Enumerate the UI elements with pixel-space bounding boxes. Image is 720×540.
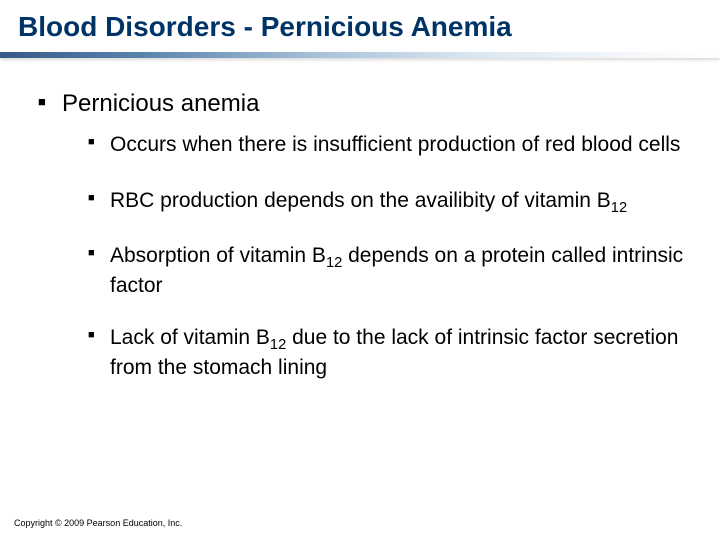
bullet-level2: Occurs when there is insufficient produc…	[88, 132, 692, 162]
content-area: Pernicious anemia Occurs when there is i…	[0, 64, 720, 381]
bullet-text: Lack of vitamin B	[110, 326, 270, 349]
bullet-level2: Absorption of vitamin B12 depends on a p…	[88, 243, 692, 299]
title-bar: Blood Disorders - Pernicious Anemia	[0, 0, 720, 64]
bullet-text: RBC production depends on the availibity…	[110, 189, 611, 212]
bullet-level1: Pernicious anemia	[38, 90, 692, 118]
bullet-text: Absorption of vitamin B	[110, 244, 326, 267]
bullet-text: Occurs when there is insufficient produc…	[110, 133, 680, 156]
bullet-level2: Lack of vitamin B12 due to the lack of i…	[88, 325, 692, 381]
title-underline	[0, 52, 720, 58]
subscript: 12	[270, 337, 286, 353]
slide-title: Blood Disorders - Pernicious Anemia	[18, 10, 702, 44]
subscript: 12	[611, 200, 627, 216]
subscript: 12	[326, 255, 342, 271]
bullet-level2: RBC production depends on the availibity…	[88, 188, 692, 218]
copyright-footer: Copyright © 2009 Pearson Education, Inc.	[14, 518, 182, 528]
